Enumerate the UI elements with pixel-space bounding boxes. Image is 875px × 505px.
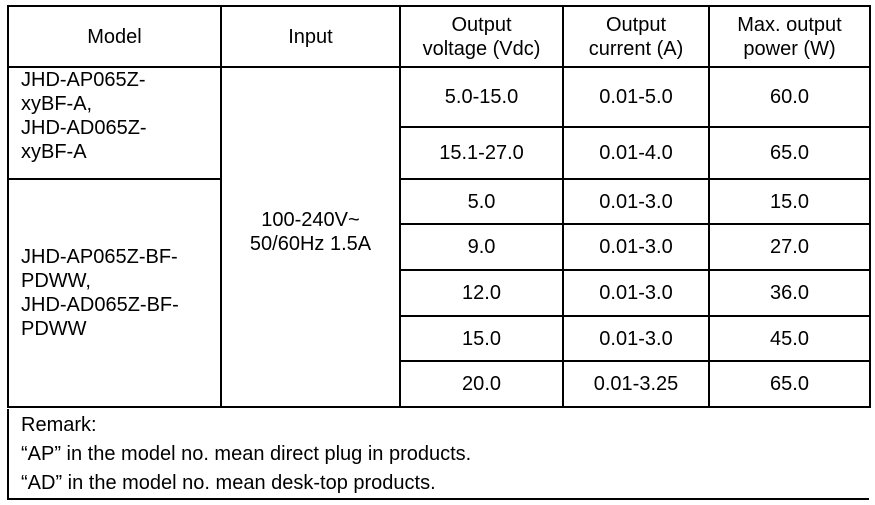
current-cell: 0.01-3.0 (562, 223, 710, 271)
remark-line: “AP” in the model no. mean direct plug i… (21, 443, 472, 465)
table-row: 20.0 0.01-3.25 65.0 (8, 360, 871, 408)
current-cell: 0.01-3.25 (562, 360, 710, 408)
spec-table: Model Input Output voltage (Vdc) Output cu… (7, 5, 871, 408)
power-cell: 27.0 (708, 223, 871, 271)
current-cell: 0.01-3.0 (562, 315, 710, 362)
voltage-cell: 15.1-27.0 (399, 126, 564, 180)
input-cell: 100-240V~ 50/60Hz 1.5A (220, 66, 401, 408)
header-voltage: Output voltage (Vdc) (399, 5, 564, 68)
power-cell: 65.0 (708, 360, 871, 408)
header-model: Model (7, 5, 222, 68)
model-cell: JHD-AP065Z-BF- PDWW, JHD-AD065Z-BF- PDWW (7, 178, 222, 408)
remark-line: “AD” in the model no. mean desk-top prod… (21, 472, 436, 494)
header-power: Max. output power (W) (708, 5, 871, 68)
current-cell: 0.01-4.0 (562, 126, 710, 180)
remark-title: Remark: (21, 414, 97, 436)
current-cell: 0.01-5.0 (562, 66, 710, 128)
table-row: JHD-AP065Z-xyBF-A, JHD-AD065Z-xyBF-A 100-… (7, 66, 871, 408)
voltage-cell: 20.0 (399, 360, 564, 408)
voltage-cell: 12.0 (399, 269, 564, 317)
header-row: Model Input Output voltage (Vdc) Output cu… (7, 5, 871, 68)
table-row: 12.0 0.01-3.0 36.0 (8, 269, 871, 317)
table-row: 9.0 0.01-3.0 27.0 (8, 223, 871, 271)
power-cell: 36.0 (708, 269, 871, 317)
power-cell: 65.0 (708, 126, 871, 180)
table-row: 15.0 0.01-3.0 45.0 (8, 315, 871, 362)
voltage-cell: 5.0-15.0 (399, 66, 564, 128)
current-cell: 0.01-3.0 (562, 178, 710, 225)
remark-section: Remark: “AP” in the model no. mean direc… (7, 409, 869, 500)
voltage-cell: 15.0 (399, 315, 564, 362)
power-cell: 45.0 (708, 315, 871, 362)
voltage-cell: 5.0 (399, 178, 564, 225)
table-row: JHD-AP065Z-BF- PDWW, JHD-AD065Z-BF- PDWW 5.… (7, 178, 871, 408)
power-cell: 60.0 (708, 66, 871, 128)
header-input: Input (220, 5, 401, 68)
voltage-cell: 9.0 (399, 223, 564, 271)
header-current: Output current (A) (562, 5, 710, 68)
model-cell: JHD-AP065Z-xyBF-A, JHD-AD065Z-xyBF-A (7, 66, 222, 180)
power-cell: 15.0 (708, 178, 871, 225)
current-cell: 0.01-3.0 (562, 269, 710, 317)
table-row: 15.1-27.0 0.01-4.0 65.0 (8, 126, 871, 180)
